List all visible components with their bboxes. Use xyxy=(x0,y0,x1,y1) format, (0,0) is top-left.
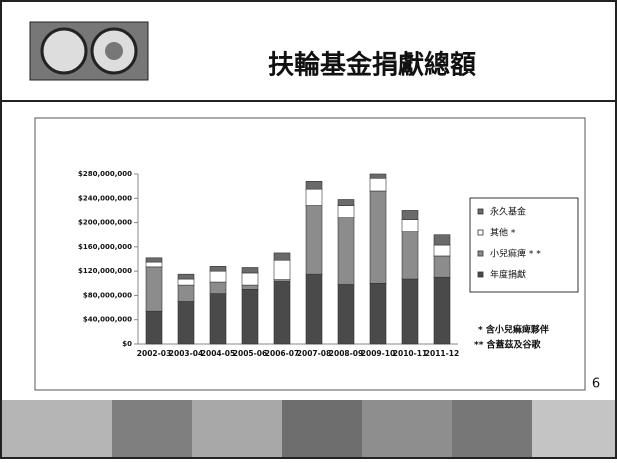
bar-segment xyxy=(369,190,387,284)
bar-segment xyxy=(433,255,451,278)
y-tick-label: $240,000,000 xyxy=(78,194,132,202)
bar-segment xyxy=(433,244,451,257)
bar-segment xyxy=(401,219,419,232)
legend-label: 其他 * xyxy=(490,227,516,239)
x-tick-label: 2011-12 xyxy=(425,349,459,358)
bar-segment xyxy=(433,234,451,246)
legend-swatch xyxy=(477,229,484,236)
logo-hub xyxy=(105,42,123,60)
photo-strip xyxy=(2,400,615,457)
bar-segment xyxy=(369,282,387,345)
legend-label: 小兒痲痺 * * xyxy=(490,248,541,260)
bar-segment xyxy=(145,261,163,268)
bar-segment xyxy=(241,267,259,274)
y-tick-label: $280,000,000 xyxy=(78,170,132,178)
bar-segment xyxy=(369,173,387,179)
bar-segment xyxy=(209,265,227,272)
legend-swatch xyxy=(477,250,484,257)
slide-title: 扶輪基金捐獻總額 xyxy=(268,50,476,81)
x-tick-label: 2010-11 xyxy=(393,349,427,358)
bar-segment xyxy=(273,259,291,280)
bar-segment xyxy=(177,278,195,286)
bar-segment xyxy=(177,273,195,280)
bar-segment xyxy=(273,281,291,345)
bar-segment xyxy=(209,293,227,345)
bar-segment xyxy=(241,289,259,345)
x-tick-label: 2004-05 xyxy=(201,349,235,358)
bar-segment xyxy=(177,301,195,345)
photo xyxy=(2,400,112,457)
bar-segment xyxy=(209,270,227,283)
x-tick-label: 2002-03 xyxy=(137,349,171,358)
bar-segment xyxy=(145,257,163,263)
bar-segment xyxy=(433,276,451,345)
bar-segment xyxy=(177,284,195,302)
x-tick-label: 2009-10 xyxy=(361,349,395,358)
logo xyxy=(40,27,88,75)
bar-segment xyxy=(241,284,259,290)
bar-segment xyxy=(401,231,419,280)
bar-segment xyxy=(337,217,355,285)
photo xyxy=(452,400,532,457)
bar-segment xyxy=(145,266,163,312)
bar-segment xyxy=(369,177,387,192)
photo xyxy=(192,400,282,457)
y-tick-label: $160,000,000 xyxy=(78,243,132,251)
bar-segment xyxy=(337,205,355,219)
bar-segment xyxy=(305,273,323,345)
bar-segment xyxy=(401,278,419,345)
photo xyxy=(282,400,362,457)
legend-swatch xyxy=(477,208,484,215)
y-tick-label: $120,000,000 xyxy=(78,267,132,275)
y-tick-label: $80,000,000 xyxy=(83,291,132,299)
photo xyxy=(362,400,452,457)
photo xyxy=(532,400,615,457)
x-tick-label: 2003-04 xyxy=(169,349,203,358)
bar-segment xyxy=(305,180,323,190)
bar-segment xyxy=(273,252,291,261)
x-tick-label: 2005-06 xyxy=(233,349,267,358)
bar-segment xyxy=(209,281,227,294)
page-number: 6 xyxy=(592,377,600,392)
bar-segment xyxy=(145,310,163,345)
bar-segment xyxy=(305,188,323,206)
legend-box xyxy=(469,197,579,293)
bar-segment xyxy=(241,272,259,286)
bar-segment xyxy=(305,205,323,275)
photo xyxy=(112,400,192,457)
legend-label: 年度捐獻 xyxy=(490,269,526,281)
legend-label: 永久基金 xyxy=(490,206,526,218)
y-tick-label: $200,000,000 xyxy=(78,219,132,227)
y-tick-label: $0 xyxy=(122,340,132,348)
bar-segment xyxy=(337,199,355,206)
logos xyxy=(29,21,149,81)
bar-segment xyxy=(401,210,419,220)
x-tick-label: 2006-07 xyxy=(265,349,299,358)
x-tick-label: 2008-09 xyxy=(329,349,363,358)
bar-segment xyxy=(337,284,355,345)
note: ** 含蓋茲及谷歌 xyxy=(474,339,542,351)
y-tick-label: $40,000,000 xyxy=(83,316,132,324)
legend-swatch xyxy=(477,271,484,278)
x-tick-label: 2007-08 xyxy=(297,349,331,358)
note: * 含小兒痲痺夥伴 xyxy=(478,324,549,336)
